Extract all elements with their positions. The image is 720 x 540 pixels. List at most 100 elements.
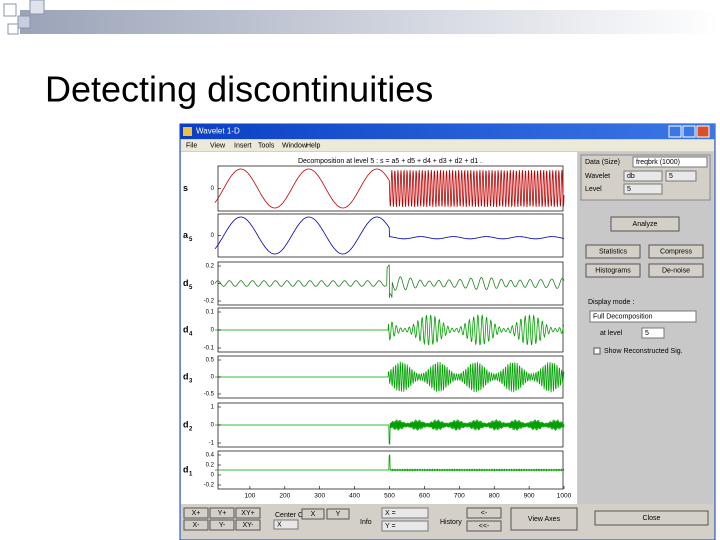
center-x[interactable] — [273, 519, 299, 530]
level-value[interactable] — [623, 183, 663, 195]
compress-button[interactable] — [648, 244, 704, 259]
row-subscript: 4 — [189, 332, 193, 338]
data-value[interactable] — [632, 156, 708, 168]
waveform — [215, 361, 565, 393]
zoom-button-label: X+ — [192, 510, 201, 517]
x-tick-label: 600 — [419, 493, 430, 500]
wavelet-label: Wavelet — [585, 173, 610, 180]
zoom-button[interactable] — [209, 507, 235, 519]
y-tick-label: 0 — [211, 186, 215, 192]
menu-item: Help — [306, 142, 321, 149]
y-tick-label: -0.1 — [204, 346, 215, 352]
app-icon — [183, 127, 192, 136]
denoise-button-label: De-noise — [662, 267, 690, 274]
maximize-button[interactable] — [682, 125, 696, 138]
denoise-button[interactable] — [648, 263, 704, 278]
x-tick-label: 400 — [349, 493, 360, 500]
history-back-button-label: <- — [481, 510, 488, 517]
zoom-button[interactable] — [183, 507, 209, 519]
waveform — [215, 419, 565, 445]
histograms-button[interactable] — [585, 263, 641, 278]
waveform — [214, 264, 565, 298]
wavelet-order[interactable] — [665, 170, 697, 182]
center-x-text: X — [277, 521, 282, 528]
info-label: Info — [360, 519, 372, 526]
history-label: History — [440, 519, 462, 526]
x-tick-label: 100 — [244, 493, 255, 500]
history-start-button-label: <<- — [479, 523, 490, 530]
zoom-button[interactable] — [235, 507, 261, 519]
row-label: d — [183, 371, 189, 381]
x-tick-label: 1000 — [557, 493, 572, 500]
center-x-button[interactable] — [301, 508, 325, 520]
y-tick-label: 0 — [211, 233, 215, 239]
row-label: d — [183, 464, 189, 474]
center-y-button[interactable] — [326, 508, 350, 520]
display-mode-select-text: Full Decomposition — [593, 313, 653, 320]
close-window-button[interactable] — [696, 125, 710, 138]
zoom-button-label: XY- — [242, 522, 254, 529]
row-subscript: 5 — [189, 237, 193, 243]
row-label: d — [183, 324, 189, 334]
row-subscript: 5 — [189, 285, 193, 291]
view-axes-button[interactable] — [510, 507, 578, 531]
at-level-select[interactable] — [641, 327, 665, 339]
center-label: Center On — [275, 512, 307, 519]
y-tick-label: 0.5 — [206, 358, 215, 364]
x-field-text: X = — [385, 510, 396, 517]
zoom-button[interactable] — [235, 519, 261, 531]
slide-title: Detecting discontinuities — [45, 69, 433, 110]
zoom-button[interactable] — [183, 519, 209, 531]
zoom-button-label: X- — [193, 522, 201, 529]
minimize-button[interactable] — [668, 125, 682, 138]
wavelet-family[interactable] — [623, 170, 663, 182]
x-tick-label: 700 — [454, 493, 465, 500]
menu-bar — [181, 140, 714, 151]
y-field-text: Y = — [385, 523, 396, 530]
row-label: d — [183, 278, 189, 288]
center-y-button-label: Y — [336, 511, 341, 518]
top-band — [20, 10, 720, 34]
show-option-label: Show Reconstructed Sig. — [604, 348, 683, 355]
y-tick-label: 0.2 — [206, 264, 215, 270]
row-subscript: 1 — [189, 472, 193, 478]
zoom-button-label: Y+ — [218, 510, 227, 517]
at-level-select-text: 5 — [645, 330, 649, 337]
row-subscript: 3 — [189, 379, 193, 385]
close-button[interactable] — [594, 510, 709, 526]
display-mode-select[interactable] — [589, 310, 697, 323]
y-tick-label: 1 — [211, 405, 215, 411]
y-tick-label: 0 — [211, 375, 215, 381]
close-button-label: Close — [643, 515, 661, 522]
display-mode-label: Display mode : — [588, 299, 634, 306]
statistics-button[interactable] — [585, 244, 641, 259]
plot-axes — [217, 213, 564, 258]
x-tick-label: 900 — [524, 493, 535, 500]
menu-item: Window — [282, 142, 308, 149]
analyze-button[interactable] — [610, 216, 680, 232]
compress-button-label: Compress — [660, 248, 692, 255]
zoom-button[interactable] — [209, 519, 235, 531]
row-label: a — [183, 230, 189, 240]
y-tick-label: 0.2 — [206, 463, 215, 469]
level-label: Level — [585, 186, 602, 193]
plot-title: Decomposition at level 5 : s = a5 + d5 +… — [298, 158, 482, 165]
data-value-text: freqbrk (1000) — [636, 159, 680, 166]
corner-squares — [3, 0, 45, 35]
x-field[interactable] — [381, 507, 429, 519]
x-tick-label: 200 — [279, 493, 290, 500]
history-start-button[interactable] — [466, 520, 502, 532]
y-tick-label: -1 — [209, 441, 215, 447]
wavelet-order-text: 5 — [669, 173, 673, 180]
statistics-button-label: Statistics — [599, 248, 628, 255]
y-tick-label: 0 — [211, 281, 215, 287]
history-back-button[interactable] — [466, 507, 502, 519]
menu-item: View — [210, 142, 226, 149]
y-tick-label: -0.5 — [204, 392, 215, 398]
at-level-label: at level — [600, 330, 623, 337]
y-tick-label: 0 — [211, 423, 215, 429]
y-field[interactable] — [381, 520, 429, 532]
zoom-button-label: XY+ — [241, 510, 254, 517]
title-bar — [180, 124, 715, 139]
show-checkbox[interactable] — [593, 347, 601, 355]
